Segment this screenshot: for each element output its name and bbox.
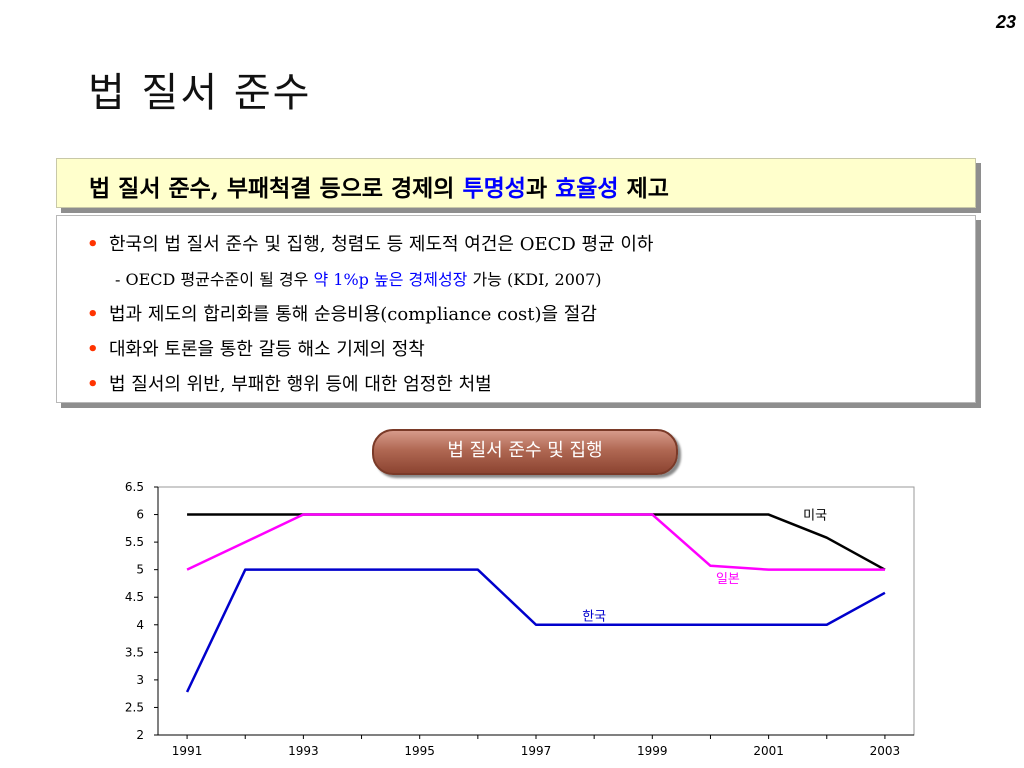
series-line: [186, 513, 885, 571]
y-tick-label: 4: [136, 618, 144, 632]
bullet-item-2: • 법과 제도의 합리화를 통해 순응비용(compliance cost)을 절…: [87, 300, 597, 326]
headline-highlight-efficiency: 효율성: [555, 175, 619, 202]
y-tick-label: 6.5: [125, 480, 144, 494]
plot-area: [157, 486, 915, 736]
bullet-item-3: • 대화와 토론을 통한 갈등 해소 기제의 정착: [87, 335, 425, 361]
series-label: 일본: [716, 572, 740, 587]
series-line: [185, 568, 886, 693]
line-chart: 6.565.554.543.532.52 1991 1993 1995 1997 199…: [125, 480, 915, 758]
y-tick-label: 6: [136, 508, 144, 522]
series-label: 한국: [582, 609, 606, 624]
y-tick-label: 3.5: [125, 645, 144, 659]
headline-part3: 제고: [618, 175, 669, 202]
y-tick-label: 4.5: [125, 590, 144, 604]
bullet-icon: •: [87, 374, 99, 395]
x-tick-label: 2003: [870, 744, 901, 758]
bullet-item-2-text: 법과 제도의 합리화를 통해 순응비용(compliance cost)을 절감: [109, 304, 597, 325]
y-axis-ticks: 6.5 6 5.5 5 4.5 4 3.5 3 2.5 2: [125, 480, 158, 742]
sub-item-highlight: 약 1%p 높은 경제성장: [313, 270, 468, 289]
chart-title-button[interactable]: 법 질서 준수 및 집행: [372, 429, 678, 475]
x-tick-label: 1999: [637, 744, 668, 758]
headline-highlight-transparency: 투명성: [462, 175, 526, 202]
y-tick-label: 2: [136, 728, 144, 742]
series-label: 미국: [803, 509, 827, 524]
sub-item-suffix: 가능 (KDI, 2007): [467, 270, 602, 289]
bullet-item-1: • 한국의 법 질서 준수 및 집행, 청렴도 등 제도적 여건은 OECD 평균…: [87, 230, 653, 256]
headline-part1: 법 질서 준수, 부패척결 등으로 경제의: [89, 175, 463, 202]
x-axis-ticks: 1991 1993 1995 1997 1999 2001 2003: [172, 735, 900, 758]
y-tick-label: 5.5: [125, 535, 144, 549]
x-tick-label: 1991: [172, 744, 203, 758]
bullet-item-4: • 법 질서의 위반, 부패한 행위 등에 대한 엄정한 처벌: [87, 370, 492, 396]
y-tick-label: 2.5: [125, 700, 144, 714]
bullet-list-box: • 한국의 법 질서 준수 및 집행, 청렴도 등 제도적 여건은 OECD 평균…: [56, 215, 976, 403]
bullet-sub-item: - OECD 평균수준이 될 경우 약 1%p 높은 경제성장 가능 (KDI,…: [115, 266, 602, 290]
bullet-item-3-text: 대화와 토론을 통한 갈등 해소 기제의 정착: [109, 339, 425, 360]
x-tick-label: 1993: [288, 744, 319, 758]
x-tick-label: 2001: [753, 744, 784, 758]
headline-banner: 법 질서 준수, 부패척결 등으로 경제의 투명성과 효율성 제고: [56, 158, 976, 208]
y-tick-label: 3: [136, 673, 144, 687]
bullet-item-1-text: 한국의 법 질서 준수 및 집행, 청렴도 등 제도적 여건은 OECD 평균 …: [109, 234, 654, 255]
bullet-item-4-text: 법 질서의 위반, 부패한 행위 등에 대한 엄정한 처벌: [109, 374, 492, 395]
sub-item-prefix: - OECD 평균수준이 될 경우: [115, 270, 314, 289]
bullet-icon: •: [87, 339, 99, 360]
series-lines: [185, 513, 886, 693]
bullet-icon: •: [87, 234, 99, 255]
page-number: 23: [995, 12, 1016, 32]
y-tick-label: 5: [136, 563, 144, 577]
headline-part2: 과: [525, 175, 556, 202]
slide-title: 법 질서 준수: [88, 70, 312, 116]
headline-text: 법 질서 준수, 부패척결 등으로 경제의 투명성과 효율성 제고: [89, 169, 669, 203]
x-tick-label: 1997: [521, 744, 552, 758]
x-tick-label: 1995: [404, 744, 435, 758]
bullet-icon: •: [87, 304, 99, 325]
